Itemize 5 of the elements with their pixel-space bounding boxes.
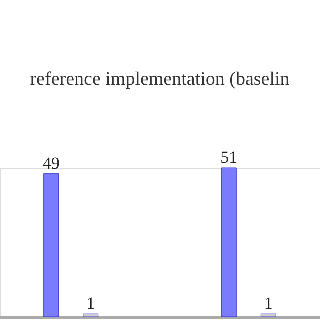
data-label: 1 [86,294,96,314]
data-label: 51 [220,148,238,167]
data-label: 49 [42,154,60,173]
data-label: 1 [264,294,273,314]
chart-title: reference implementation (baselin [30,69,290,90]
